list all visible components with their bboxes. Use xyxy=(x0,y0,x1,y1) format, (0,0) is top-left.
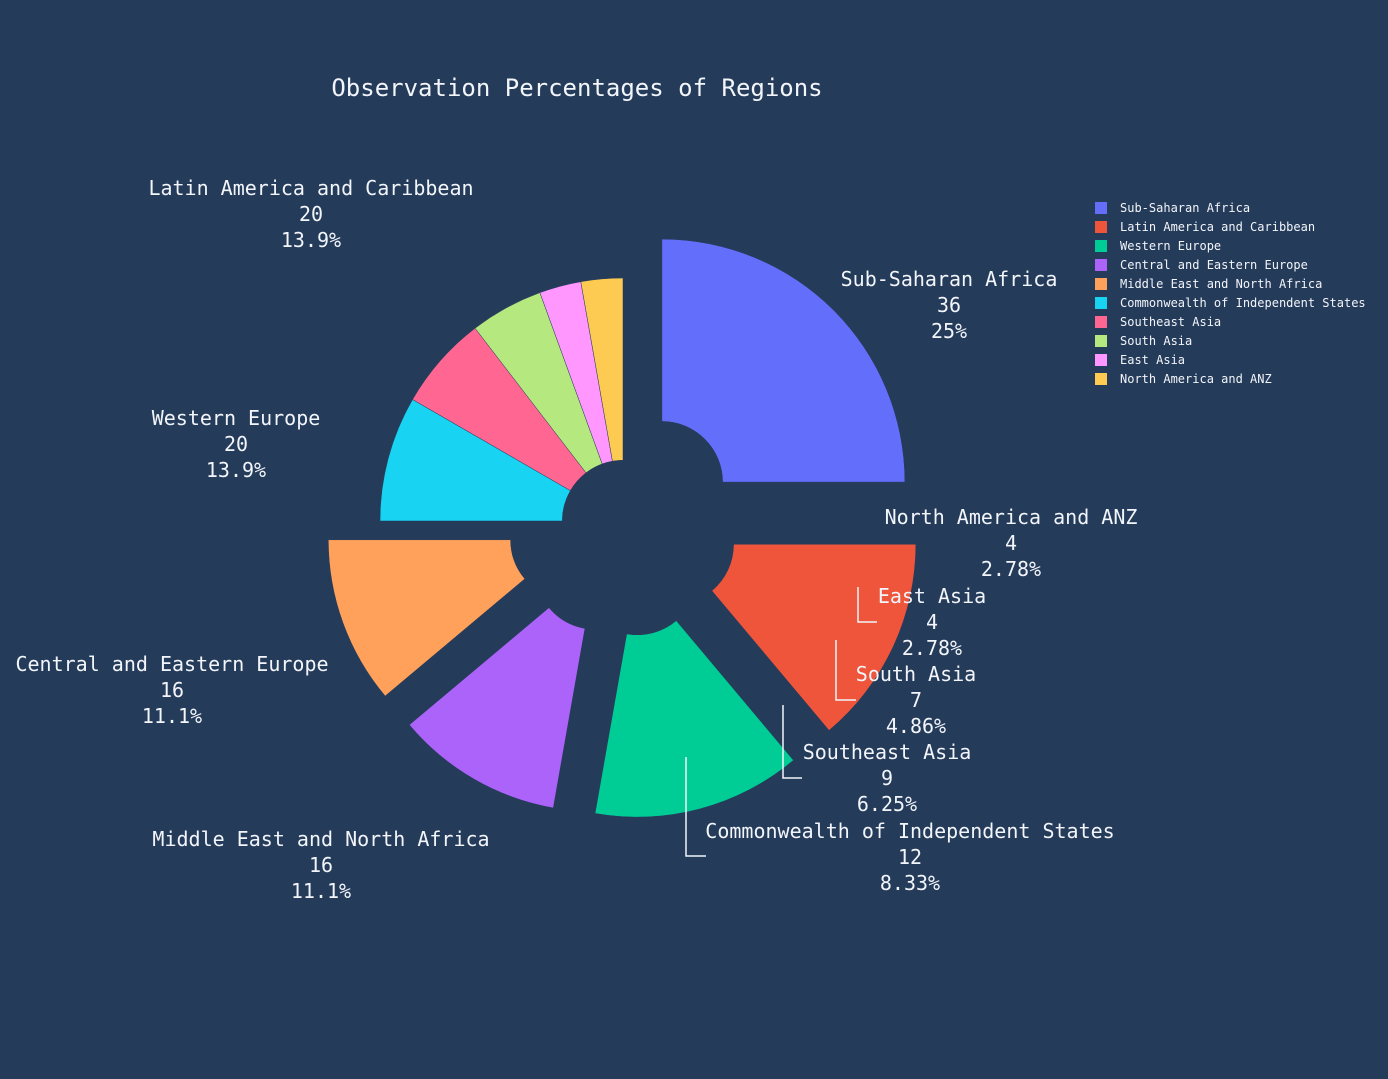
legend-label: Commonwealth of Independent States xyxy=(1120,296,1366,310)
slice-latin-america-and-caribbean[interactable] xyxy=(711,543,917,731)
legend-label: Middle East and North Africa xyxy=(1120,277,1322,291)
leader-line xyxy=(782,705,802,779)
slice-label-south-asia: South Asia 7 4.86% xyxy=(856,662,976,738)
leader-line xyxy=(835,640,856,701)
legend-label: Southeast Asia xyxy=(1120,315,1221,329)
legend-swatch xyxy=(1095,354,1107,366)
chart-title: Observation Percentages of Regions xyxy=(331,74,822,102)
slice-label-southeast-asia: Southeast Asia 9 6.25% xyxy=(803,740,972,816)
legend-label: Latin America and Caribbean xyxy=(1120,220,1315,234)
legend-item-sub-saharan-africa[interactable]: Sub-Saharan Africa xyxy=(1095,201,1250,215)
slice-sub-saharan-africa[interactable] xyxy=(661,238,906,483)
legend-swatch xyxy=(1095,278,1107,290)
leader-lines xyxy=(685,587,877,857)
legend-item-east-asia[interactable]: East Asia xyxy=(1095,353,1185,367)
slice-label-central-and-eastern-europe: Central and Eastern Europe 16 11.1% xyxy=(15,652,328,728)
legend-item-middle-east-and-north-africa[interactable]: Middle East and North Africa xyxy=(1095,277,1322,291)
legend-item-central-and-eastern-europe[interactable]: Central and Eastern Europe xyxy=(1095,258,1308,272)
legend-label: Sub-Saharan Africa xyxy=(1120,201,1250,215)
legend: Sub-Saharan Africa Latin America and Cari… xyxy=(1095,201,1366,386)
legend-swatch xyxy=(1095,373,1107,385)
slice-labels: Sub-Saharan Africa 36 25% Latin America and… xyxy=(15,176,1137,903)
legend-swatch xyxy=(1095,316,1107,328)
legend-swatch xyxy=(1095,221,1107,233)
legend-item-southeast-asia[interactable]: Southeast Asia xyxy=(1095,315,1221,329)
legend-swatch xyxy=(1095,240,1107,252)
legend-item-western-europe[interactable]: Western Europe xyxy=(1095,239,1221,253)
slice-western-europe[interactable] xyxy=(594,620,794,818)
legend-swatch xyxy=(1095,202,1107,214)
slice-label-sub-saharan-africa: Sub-Saharan Africa 36 25% xyxy=(841,267,1058,343)
legend-label: Western Europe xyxy=(1120,239,1221,253)
slice-label-east-asia: East Asia 4 2.78% xyxy=(878,584,986,660)
legend-item-commonwealth-of-independent-states[interactable]: Commonwealth of Independent States xyxy=(1095,296,1366,310)
slice-label-western-europe: Western Europe 20 13.9% xyxy=(152,406,321,482)
legend-swatch xyxy=(1095,297,1107,309)
leader-line xyxy=(857,587,877,623)
pie-slices xyxy=(328,238,917,818)
legend-label: North America and ANZ xyxy=(1120,372,1272,386)
leader-line xyxy=(685,757,706,857)
legend-item-latin-america-and-caribbean[interactable]: Latin America and Caribbean xyxy=(1095,220,1315,234)
slice-label-north-america-and-anz: North America and ANZ 4 2.78% xyxy=(885,505,1138,581)
legend-swatch xyxy=(1095,259,1107,271)
legend-label: East Asia xyxy=(1120,353,1185,367)
legend-item-south-asia[interactable]: South Asia xyxy=(1095,334,1192,348)
slice-north-america-and-anz[interactable] xyxy=(580,277,624,462)
slice-label-latin-america-and-caribbean: Latin America and Caribbean 20 13.9% xyxy=(148,176,473,252)
legend-swatch xyxy=(1095,335,1107,347)
legend-item-north-america-and-anz[interactable]: North America and ANZ xyxy=(1095,372,1272,386)
legend-label: Central and Eastern Europe xyxy=(1120,258,1308,272)
slice-label-commonwealth-of-independent-states: Commonwealth of Independent States 12 8.33… xyxy=(705,819,1114,895)
slice-commonwealth-of-independent-states[interactable] xyxy=(379,399,571,522)
slice-central-and-eastern-europe[interactable] xyxy=(408,607,586,809)
slice-label-middle-east-and-north-africa: Middle East and North Africa 16 11.1% xyxy=(152,827,489,903)
slice-middle-east-and-north-africa[interactable] xyxy=(328,539,526,697)
legend-label: South Asia xyxy=(1120,334,1192,348)
